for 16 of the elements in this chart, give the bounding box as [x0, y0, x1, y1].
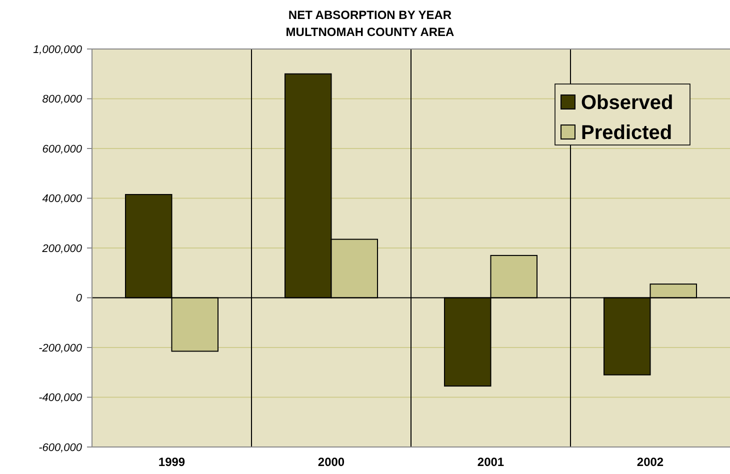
y-tick-label: 200,000 — [41, 242, 83, 255]
y-tick-label: -200,000 — [38, 342, 83, 354]
legend-label: Observed — [581, 92, 674, 114]
x-tick-label: 2001 — [477, 455, 504, 469]
y-tick-label: 400,000 — [42, 193, 83, 206]
legend-label: Predicted — [581, 122, 672, 144]
y-tick-label: 0 — [76, 292, 83, 305]
y-tick-label: 1,000,000 — [33, 44, 83, 56]
x-tick-label: 2000 — [318, 455, 345, 469]
x-tick-label: 2002 — [636, 455, 664, 469]
x-tick-label: 1999 — [158, 455, 186, 469]
y-tick-label: -400,000 — [38, 392, 83, 404]
y-tick-label: 600,000 — [42, 143, 83, 156]
y-tick-label: -600,000 — [38, 442, 83, 454]
chart-title: NET ABSORPTION BY YEAR MULTNOMAH COUNTY AREA — [286, 8, 455, 39]
y-tick-label: 800,000 — [42, 94, 83, 106]
